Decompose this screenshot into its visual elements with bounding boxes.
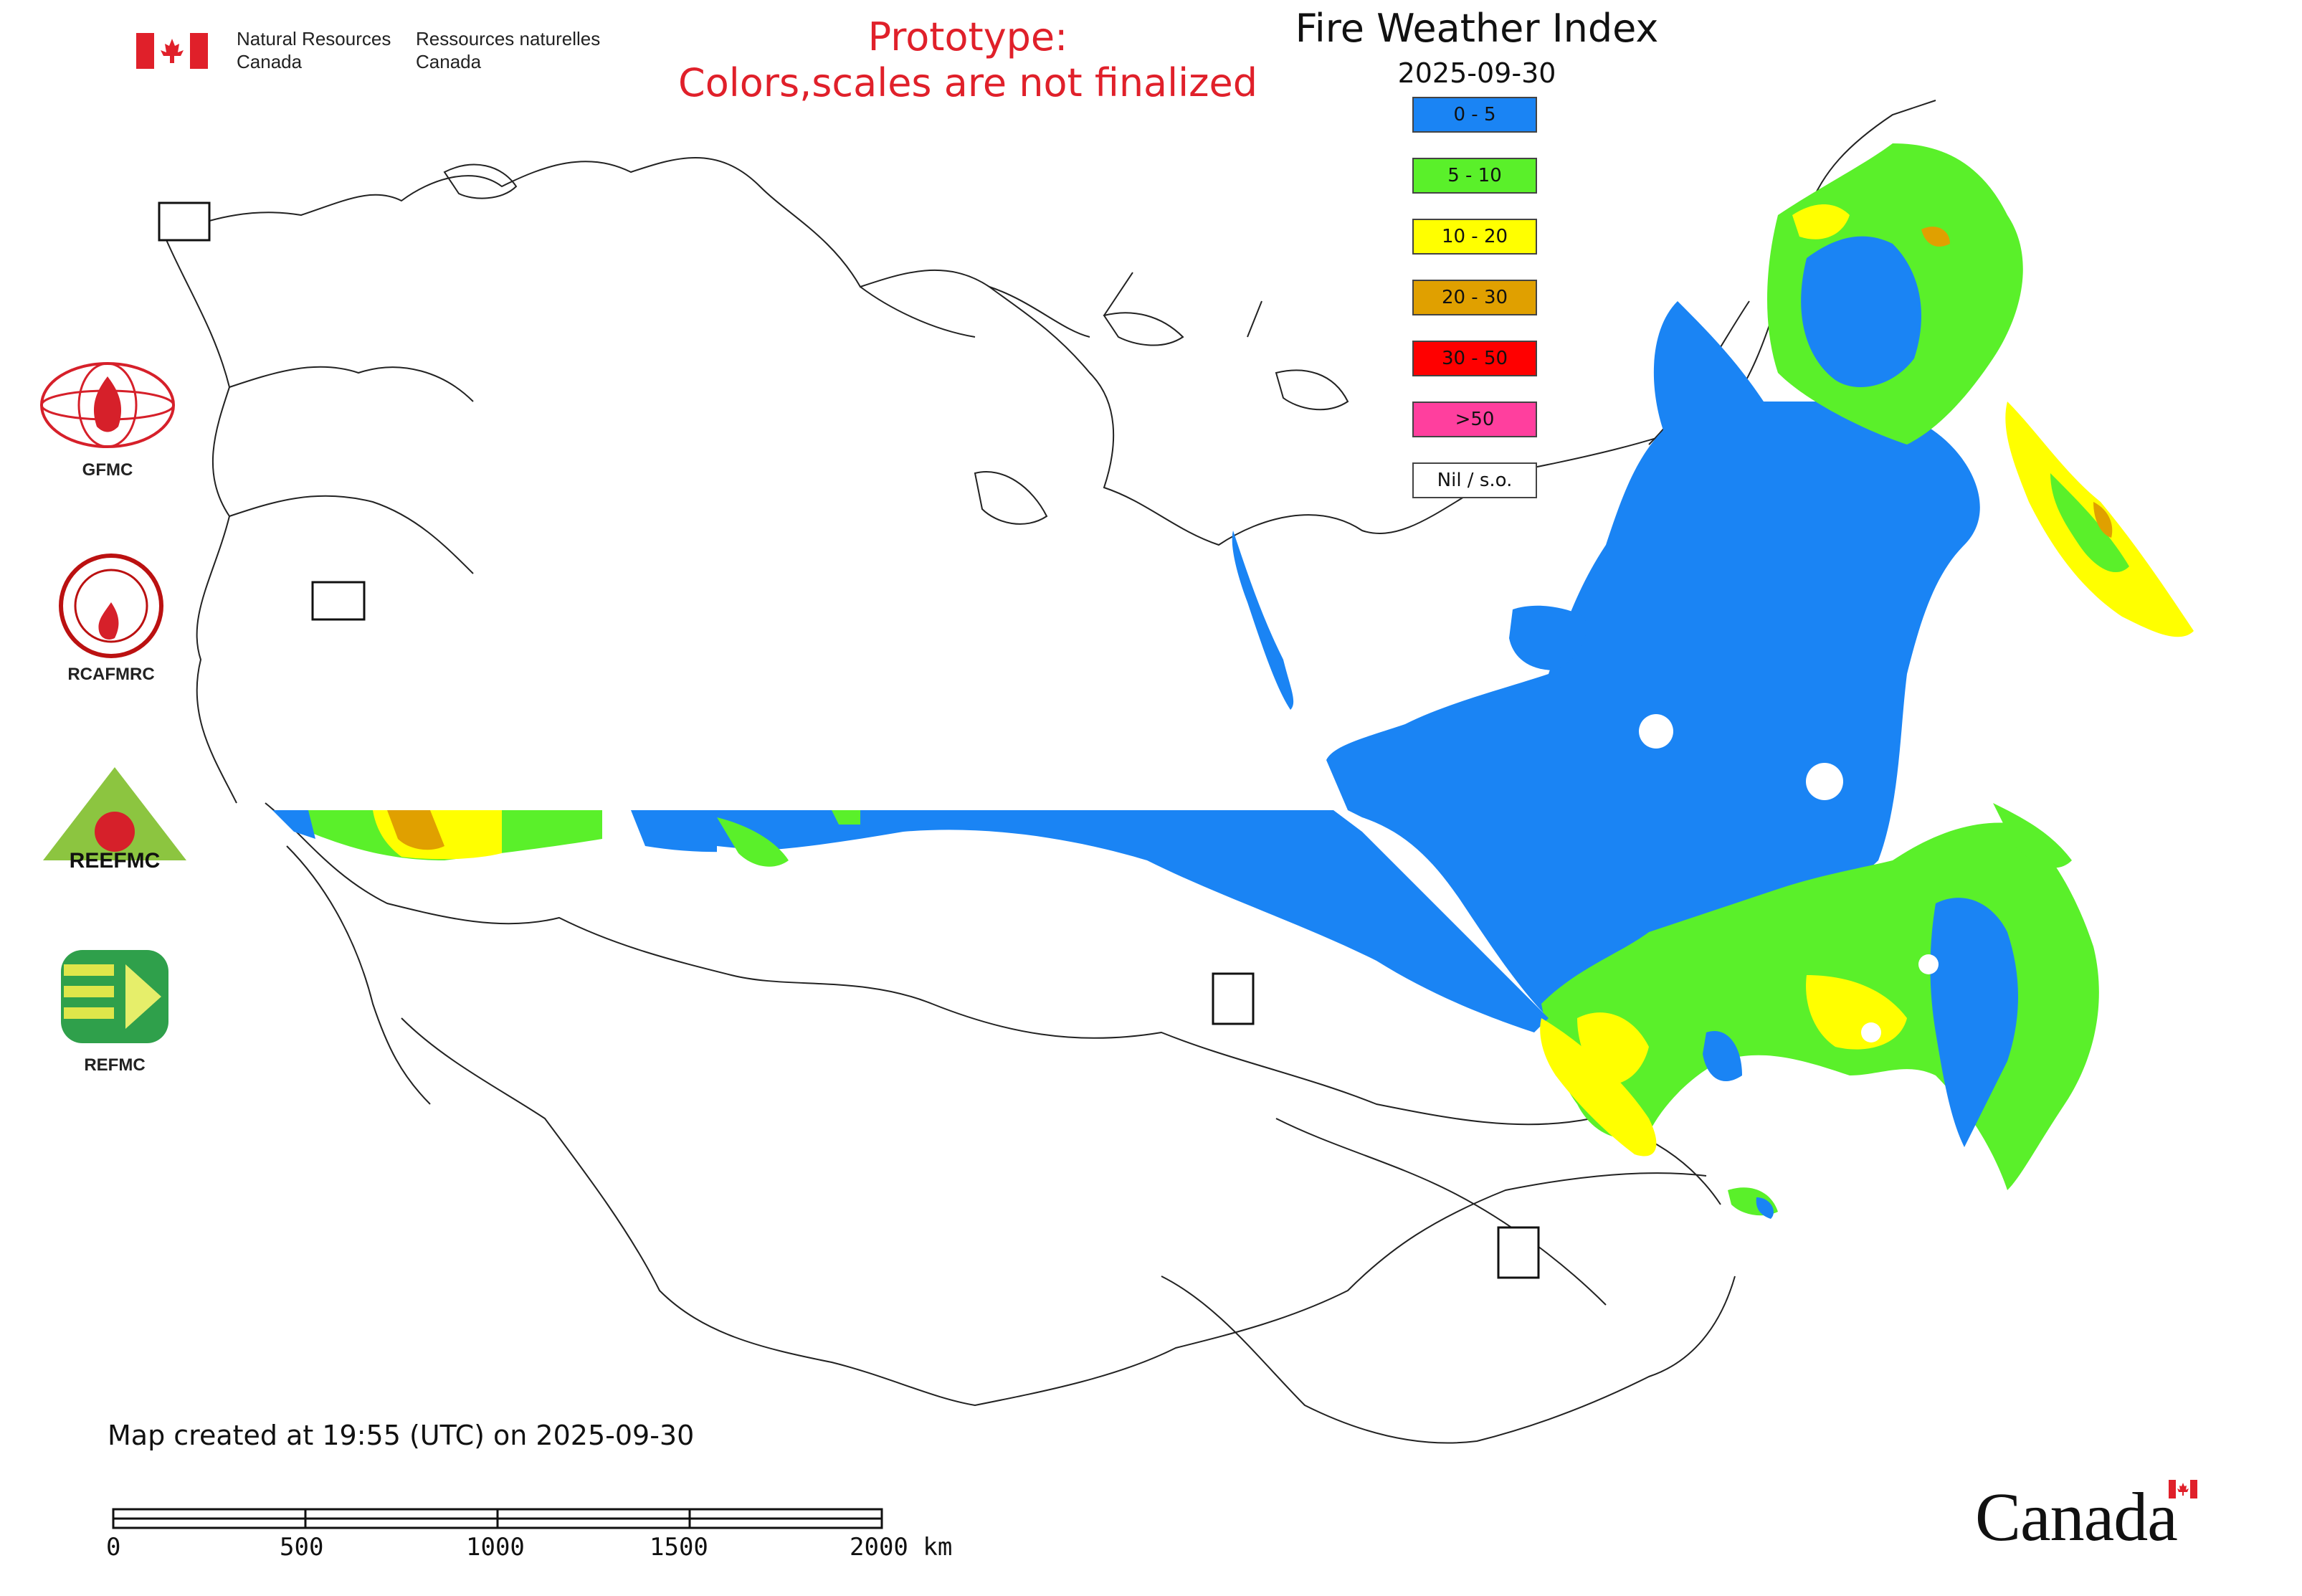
prototype-line2: Colors,scales are not finalized	[678, 60, 1257, 105]
reefmc-logo-icon: REEFMC	[43, 767, 186, 873]
scale-bar	[112, 1508, 883, 1529]
scale-label: 2000 km	[850, 1533, 953, 1562]
canada-wordmark: Canada	[1975, 1477, 2197, 1557]
nrcan-en-line2: Canada	[237, 51, 303, 72]
legend-item: 0 - 5	[1412, 97, 1537, 133]
partner-gfmc: GFMC	[39, 362, 176, 480]
scale-label: 1000	[466, 1533, 525, 1562]
nrcan-name-en: Natural Resources Canada	[237, 27, 391, 73]
legend-item: 20 - 30	[1412, 280, 1537, 315]
canada-wordmark-flag-icon	[2169, 1480, 2197, 1498]
nrcan-header: Natural Resources Canada Ressources natu…	[136, 27, 609, 77]
nrcan-en-line1: Natural Resources	[237, 28, 391, 49]
partner-gfmc-label: GFMC	[82, 460, 133, 480]
scale-label: 1500	[650, 1533, 708, 1562]
map-title: Fire Weather Index	[1295, 6, 1659, 51]
partner-rcafmrc: RCAFMRC	[57, 552, 165, 685]
prototype-notice: Prototype: Colors,scales are not finaliz…	[645, 14, 1290, 106]
nrcan-fr-line2: Canada	[416, 51, 482, 72]
inmap-logos	[158, 201, 1540, 1279]
reefmc-logo-text: REEFMC	[70, 849, 161, 873]
scale-label: 0	[106, 1533, 121, 1562]
prototype-line1: Prototype:	[867, 14, 1068, 60]
partner-refmc: REFMC	[54, 943, 176, 1075]
map-date: 2025-09-30	[1397, 57, 1556, 89]
map-created-note: Map created at 19:55 (UTC) on 2025-09-30	[108, 1420, 695, 1451]
legend-item: >50	[1412, 402, 1537, 437]
rcafmrc-logo-icon	[59, 554, 163, 658]
partner-refmc-label: REFMC	[84, 1055, 146, 1075]
canada-wordmark-text: Canada	[1975, 1478, 2178, 1555]
partner-reefmc: REEFMC	[36, 760, 194, 880]
canada-flag-icon	[136, 33, 208, 69]
partner-rcafmrc-label: RCAFMRC	[67, 665, 155, 684]
fwi-raster	[272, 143, 2194, 1219]
gfmc-logo-icon	[40, 362, 175, 448]
legend-item: 5 - 10	[1412, 158, 1537, 194]
refmc-logo-icon	[61, 950, 168, 1043]
legend-item: 30 - 50	[1412, 341, 1537, 376]
nrcan-fr-line1: Ressources naturelles	[416, 28, 601, 49]
legend-item: Nil / s.o.	[1412, 462, 1537, 498]
scale-label: 500	[280, 1533, 324, 1562]
nrcan-name-fr: Ressources naturelles Canada	[416, 27, 600, 73]
legend-item: 10 - 20	[1412, 219, 1537, 255]
coastline-fragments	[443, 163, 1349, 525]
